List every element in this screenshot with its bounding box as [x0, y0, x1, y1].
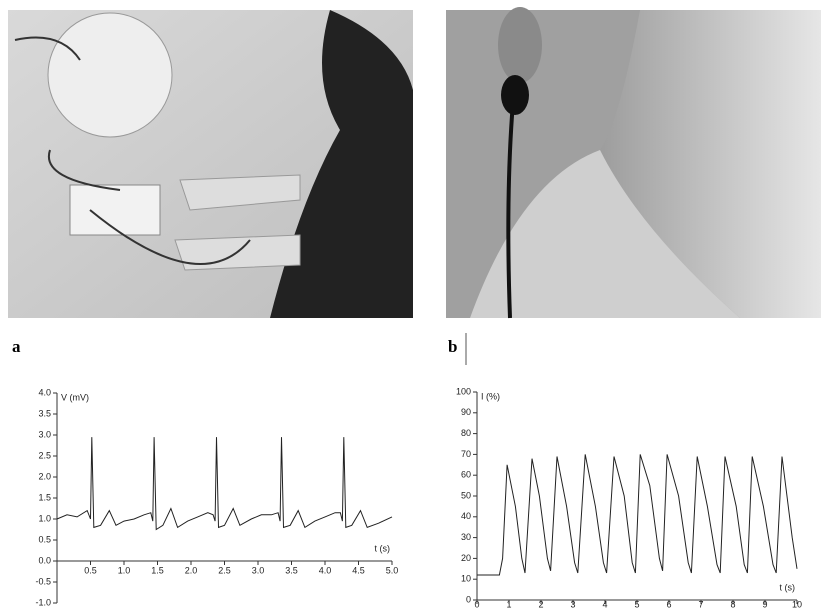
x-tick-label: 0 [474, 599, 479, 609]
y-tick-label: 4.0 [38, 387, 51, 397]
y-tick-label: 40 [461, 511, 471, 521]
x-tick-label: 5.0 [386, 565, 399, 575]
x-tick-label: 5 [634, 599, 639, 609]
x-tick-label: 0.5 [84, 565, 97, 575]
x-tick-label: 3.5 [285, 565, 298, 575]
y-tick-label: 0.5 [38, 534, 51, 544]
y-tick-label: 0 [466, 594, 471, 604]
y-tick-label: 1.0 [38, 513, 51, 523]
y-tick-label: 20 [461, 553, 471, 563]
y-tick-label: 30 [461, 532, 471, 542]
y-axis-label: I (%) [481, 391, 500, 401]
photo-b [446, 7, 821, 318]
y-tick-label: 1.5 [38, 492, 51, 502]
x-tick-label: 7 [698, 599, 703, 609]
x-tick-label: 4.5 [352, 565, 365, 575]
y-tick-label: 90 [461, 407, 471, 417]
x-tick-label: 10 [792, 599, 802, 609]
x-tick-label: 9 [762, 599, 767, 609]
x-tick-label: 4.0 [319, 565, 332, 575]
x-tick-label: 2.5 [218, 565, 231, 575]
x-tick-label: 3 [570, 599, 575, 609]
y-tick-label: 100 [456, 386, 471, 396]
x-tick-label: 2 [538, 599, 543, 609]
y-tick-label: 0.0 [38, 555, 51, 565]
y-tick-label: -1.0 [35, 597, 51, 607]
y-tick-label: 50 [461, 490, 471, 500]
x-tick-label: 1.5 [151, 565, 164, 575]
photo-a [8, 10, 413, 318]
y-tick-label: 2.0 [38, 471, 51, 481]
y-tick-label: -0.5 [35, 576, 51, 586]
x-tick-label: 2.0 [185, 565, 198, 575]
y-tick-label: 80 [461, 428, 471, 438]
y-tick-label: 3.0 [38, 429, 51, 439]
data-line [57, 437, 392, 529]
x-axis-label: t (s) [375, 543, 391, 553]
y-tick-label: 3.5 [38, 408, 51, 418]
x-tick-label: 4 [602, 599, 607, 609]
x-tick-label: 1.0 [118, 565, 131, 575]
y-tick-label: 2.5 [38, 450, 51, 460]
panel-label: b [448, 337, 457, 356]
x-tick-label: 1 [506, 599, 511, 609]
y-tick-label: 70 [461, 449, 471, 459]
panel-label: a [12, 337, 21, 356]
x-axis-label: t (s) [780, 582, 796, 592]
data-line [477, 454, 797, 575]
y-axis-label: V (mV) [61, 392, 89, 402]
x-tick-label: 8 [730, 599, 735, 609]
figure: a b -1.0 -0.5 0.0 0.5 1.0 1.5 2.0 2.5 3.0 3.5 4.0 0… [0, 0, 828, 610]
y-tick-label: 10 [461, 574, 471, 584]
y-tick-label: 60 [461, 470, 471, 480]
x-tick-label: 3.0 [252, 565, 265, 575]
x-tick-label: 6 [666, 599, 671, 609]
